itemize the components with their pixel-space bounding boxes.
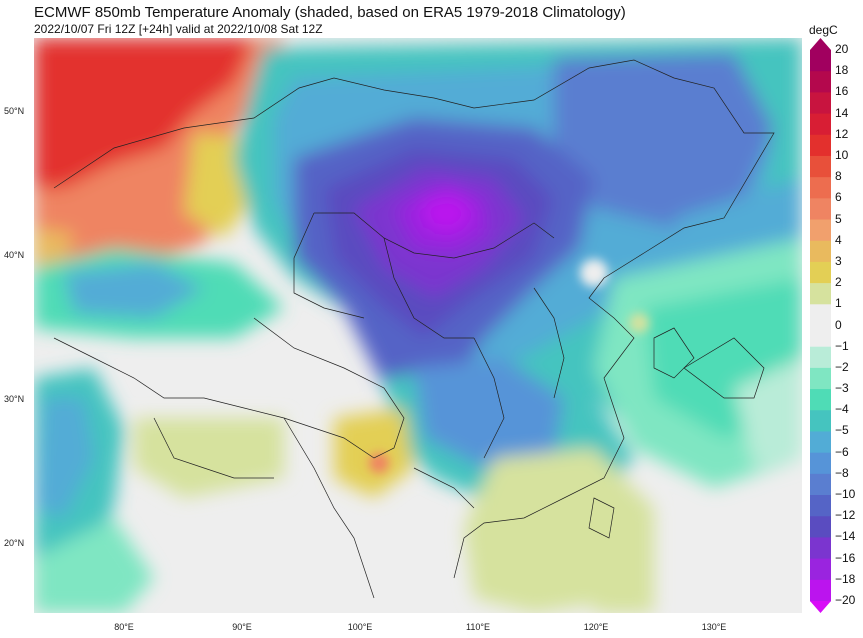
anomaly-map [34,38,802,613]
colorbar-tick-label: 4 [835,232,842,247]
colorbar-swatch [810,92,831,115]
lon-label-100e: 100°E [347,622,373,632]
colorbar-swatch [810,516,831,538]
colorbar-swatch [810,495,831,517]
lon-label-90e: 90°E [232,622,252,632]
lat-label-50n: 50°N [4,106,25,116]
figure-title: ECMWF 850mb Temperature Anomaly (shaded,… [34,4,626,21]
colorbar-swatch [810,261,831,284]
colorbar-tick-label: 12 [835,126,849,141]
colorbar-swatch [810,240,831,263]
colorbar-tick-label: −1 [835,338,849,353]
colorbar-tick-label: 14 [835,105,849,120]
colorbar-tick-label: −18 [835,571,856,586]
colorbar-swatch [810,537,831,560]
lat-label-30n: 30°N [4,394,25,404]
lon-label-80e: 80°E [114,622,134,632]
colorbar-swatch [810,113,831,136]
colorbar-swatch [810,367,831,390]
colorbar-swatch [810,304,831,326]
colorbar-swatch [810,452,831,475]
colorbar [810,38,831,613]
colorbar-swatch [810,198,831,221]
colorbar-tick-label: 8 [835,169,842,184]
colorbar-tick-label: −20 [835,593,856,607]
colorbar-tick-label: −5 [835,423,849,438]
colorbar-tick-label: 6 [835,190,842,205]
colorbar-tick-label: −14 [835,529,856,544]
colorbar-swatch [810,134,831,157]
colorbar-tick-label: 18 [835,63,849,78]
colorbar-swatch [810,389,831,411]
anomaly-shading [34,38,802,613]
map-panel [34,38,802,613]
colorbar-tick-label: −10 [835,487,856,502]
colorbar-tick-label: 1 [835,296,842,311]
colorbar-swatch [810,431,831,454]
colorbar-swatch [810,219,831,242]
colorbar-swatch [810,346,831,369]
colorbar-tick-label: −2 [835,359,849,374]
colorbar-tick-label: 16 [835,84,849,99]
colorbar-swatch [810,155,831,178]
colorbar-tick-label: 3 [835,253,842,268]
coastlines-borders [53,59,775,599]
figure-subtitle: 2022/10/07 Fri 12Z [+24h] valid at 2022/… [34,22,323,36]
colorbar-swatch [810,558,831,581]
lon-label-120e: 120°E [583,622,609,632]
colorbar-extend-top [810,38,831,50]
lon-label-130e: 130°E [701,622,727,632]
colorbar-swatch [810,283,831,305]
colorbar-swatch [810,177,831,199]
colorbar-swatch [810,410,831,432]
colorbar-tick-label: 20 [835,42,849,56]
lat-label-20n: 20°N [4,538,25,548]
colorbar-tick-label: −4 [835,402,849,417]
lon-label-110e: 110°E [466,622,490,632]
colorbar-tick-label: 10 [835,147,849,162]
colorbar-swatch [810,71,831,93]
colorbar-swatch [810,50,831,72]
colorbar-tick-label: −16 [835,550,856,565]
colorbar-extend-bottom [810,601,831,613]
colorbar-tick-label: 5 [835,211,842,226]
colorbar-swatch [810,325,831,348]
colorbar-swatch [810,473,831,496]
colorbar-tick-label: −3 [835,381,849,396]
colorbar-tick-label: 2 [835,275,842,290]
colorbar-tick-label: −8 [835,465,849,480]
colorbar-unit: degC [809,23,838,37]
lat-label-40n: 40°N [4,250,25,260]
colorbar-swatch [810,579,831,602]
colorbar-tick-label: 0 [835,317,842,332]
colorbar-tick-label: −12 [835,508,856,523]
colorbar-tick-label: −6 [835,444,849,459]
